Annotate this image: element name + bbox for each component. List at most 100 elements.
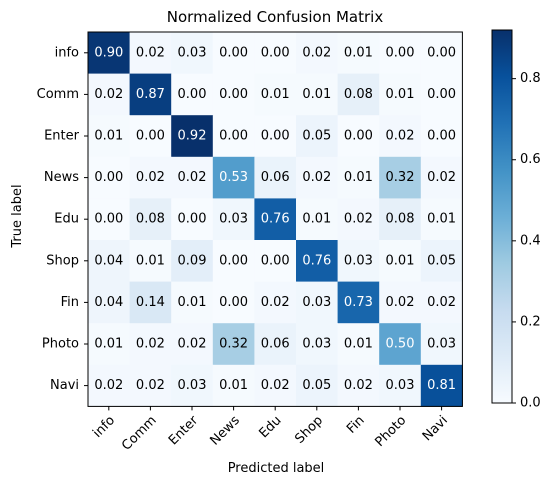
- x-tick-label: info: [90, 413, 118, 441]
- heatmap-cell-label: 0.02: [136, 337, 165, 352]
- heatmap-cell-label: 0.02: [136, 45, 165, 60]
- heatmap-cell: [379, 156, 422, 199]
- heatmap-cell: [129, 156, 172, 199]
- heatmap-cell-label: 0.03: [178, 45, 207, 60]
- y-tick-label: Comm: [37, 87, 79, 102]
- heatmap-cell: [88, 364, 130, 407]
- heatmap-cell: [212, 281, 255, 324]
- heatmap-cell: [379, 281, 422, 324]
- x-tick-label: Navi: [420, 413, 451, 444]
- heatmap-cell-label: 0.02: [386, 295, 415, 310]
- y-tick-label: Navi: [50, 378, 79, 393]
- heatmap-cell-label: 0.02: [136, 170, 165, 185]
- heatmap-cell-label: 0.90: [94, 45, 123, 60]
- colorbar-gradient: [491, 29, 513, 404]
- heatmap-cell-label: 0.02: [344, 212, 373, 227]
- heatmap-cell-label: 0.00: [219, 253, 248, 268]
- heatmap-cell: [171, 198, 214, 241]
- heatmap-cell-label: 0.02: [261, 378, 290, 393]
- heatmap-cell: [212, 115, 255, 158]
- heatmap-cell-label: 0.03: [427, 337, 456, 352]
- heatmap-cell-label: 0.00: [94, 212, 123, 227]
- heatmap-cell: [296, 198, 338, 241]
- heatmap-cell: [420, 115, 463, 158]
- heatmap-cell: [212, 364, 255, 407]
- heatmap-cell-label: 0.01: [427, 212, 456, 227]
- heatmap-cell: [337, 323, 380, 366]
- heatmap-cell: [212, 156, 255, 199]
- heatmap-cell: [129, 281, 172, 324]
- heatmap-cell-label: 0.01: [344, 337, 373, 352]
- heatmap-cell: [254, 156, 297, 199]
- heatmap-cell-label: 0.00: [427, 87, 456, 102]
- heatmap-cell: [88, 323, 130, 366]
- heatmap-cell: [212, 32, 255, 74]
- y-tick-label: Photo: [42, 337, 79, 352]
- x-axis-title: Predicted label: [228, 461, 325, 476]
- heatmap-cell-label: 0.87: [136, 87, 165, 102]
- heatmap-cell-label: 0.02: [261, 295, 290, 310]
- heatmap-cell: [254, 198, 297, 241]
- heatmap-cell: [212, 73, 255, 116]
- heatmap-cell-label: 0.81: [427, 378, 456, 393]
- heatmap-cell-label: 0.32: [386, 170, 415, 185]
- heatmap-cell-label: 0.05: [427, 253, 456, 268]
- heatmap-cell-label: 0.53: [219, 170, 248, 185]
- heatmap-cell-label: 0.03: [219, 212, 248, 227]
- x-tick-label: Enter: [166, 413, 202, 449]
- heatmap-cell-label: 0.02: [178, 337, 207, 352]
- heatmap-cell: [296, 240, 338, 282]
- heatmap-cell: [337, 115, 380, 158]
- x-axis-ticks: info Comm Enter News Edu Shop Fin Photo Navi: [90, 406, 451, 454]
- heatmap-cell: [88, 73, 130, 116]
- heatmap-cell: [420, 364, 463, 407]
- heatmap-cell-label: 0.02: [302, 45, 331, 60]
- heatmap-cell: [379, 364, 422, 407]
- heatmap-cell-label: 0.09: [178, 253, 207, 268]
- heatmap-cell-label: 0.00: [261, 253, 290, 268]
- y-axis-ticks: info Comm Enter News Edu Shop Fin Photo Navi: [37, 45, 88, 393]
- heatmap-cell: [254, 323, 297, 366]
- heatmap-cell: [129, 364, 172, 407]
- colorbar-tick-label: 0.8: [520, 71, 541, 86]
- x-tick-label: News: [207, 413, 243, 449]
- heatmap-cell-label: 0.02: [427, 170, 456, 185]
- heatmap-cell-label: 0.00: [94, 170, 123, 185]
- heatmap-cell-label: 0.00: [386, 45, 415, 60]
- heatmap-cell: [420, 198, 463, 241]
- heatmap-cell: [379, 198, 422, 241]
- x-tick-label: Comm: [119, 413, 160, 454]
- heatmap-cell: [254, 240, 297, 282]
- heatmap-cell-label: 0.01: [386, 253, 415, 268]
- heatmap-cell: [420, 32, 463, 74]
- heatmap-cell: [171, 32, 214, 74]
- heatmap-cell-label: 0.00: [178, 212, 207, 227]
- heatmap-cell: [337, 32, 380, 74]
- heatmap-cell-label: 0.01: [344, 45, 373, 60]
- heatmap-cell: [337, 156, 380, 199]
- heatmap-cell-label: 0.08: [344, 87, 373, 102]
- heatmap-cell: [171, 281, 214, 324]
- heatmap-cell: [379, 115, 422, 158]
- heatmap-cell: [296, 364, 338, 407]
- x-tick-label: Edu: [256, 413, 284, 441]
- x-tick-label: Photo: [372, 413, 409, 450]
- heatmap-cell-label: 0.02: [178, 170, 207, 185]
- y-tick-label: News: [44, 170, 79, 185]
- heatmap-cell: [296, 281, 338, 324]
- heatmap-cell: [254, 73, 297, 116]
- heatmap-cell: [337, 281, 380, 324]
- heatmap-cell-label: 0.06: [261, 170, 290, 185]
- colorbar-tick-label: 0.0: [520, 396, 541, 411]
- heatmap-cell-label: 0.50: [386, 337, 415, 352]
- heatmap-cell-label: 0.00: [344, 129, 373, 144]
- colorbar-tick-label: 0.6: [520, 152, 541, 167]
- heatmap-cell-label: 0.01: [94, 129, 123, 144]
- y-tick-label: Fin: [61, 295, 79, 310]
- heatmap-cell: [171, 240, 214, 282]
- heatmap-cell: [171, 115, 214, 158]
- heatmap-cell: [171, 323, 214, 366]
- y-tick-label: Enter: [44, 129, 80, 144]
- heatmap-cell-label: 0.03: [344, 253, 373, 268]
